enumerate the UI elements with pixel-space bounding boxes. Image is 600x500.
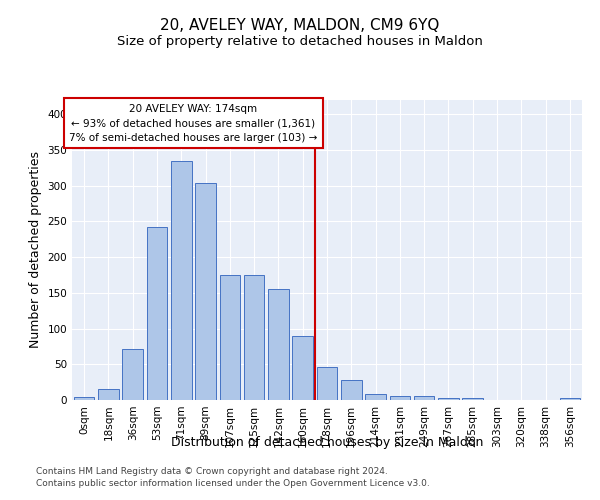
Text: Size of property relative to detached houses in Maldon: Size of property relative to detached ho… — [117, 35, 483, 48]
Text: Contains HM Land Registry data © Crown copyright and database right 2024.: Contains HM Land Registry data © Crown c… — [36, 467, 388, 476]
Bar — [74, 397, 94, 400]
Bar — [171, 162, 191, 400]
Text: Contains public sector information licensed under the Open Government Licence v3: Contains public sector information licen… — [36, 478, 430, 488]
Bar — [98, 390, 119, 400]
Bar — [341, 380, 362, 400]
Bar — [220, 275, 240, 400]
Bar — [268, 290, 289, 400]
Bar — [292, 336, 313, 400]
Bar — [244, 275, 265, 400]
Text: 20, AVELEY WAY, MALDON, CM9 6YQ: 20, AVELEY WAY, MALDON, CM9 6YQ — [160, 18, 440, 32]
Y-axis label: Number of detached properties: Number of detached properties — [29, 152, 42, 348]
Bar — [560, 398, 580, 400]
Bar — [463, 398, 483, 400]
Text: Distribution of detached houses by size in Maldon: Distribution of detached houses by size … — [171, 436, 483, 449]
Bar — [122, 348, 143, 400]
Bar — [438, 398, 459, 400]
Text: 20 AVELEY WAY: 174sqm
← 93% of detached houses are smaller (1,361)
7% of semi-de: 20 AVELEY WAY: 174sqm ← 93% of detached … — [69, 104, 317, 143]
Bar — [195, 183, 216, 400]
Bar — [365, 394, 386, 400]
Bar — [389, 396, 410, 400]
Bar — [414, 396, 434, 400]
Bar — [317, 367, 337, 400]
Bar — [146, 227, 167, 400]
